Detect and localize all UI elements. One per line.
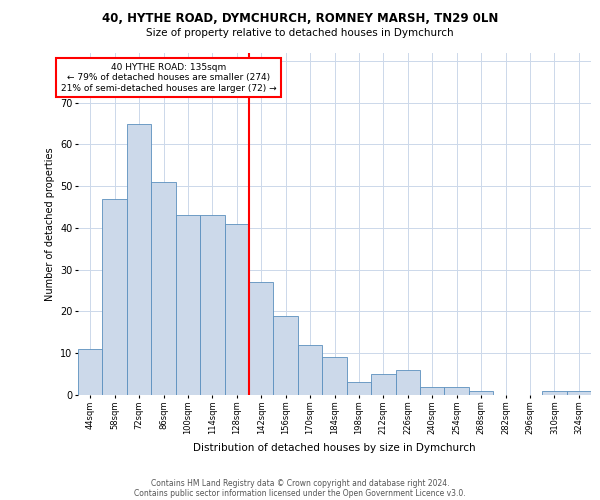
Bar [78,349,103,395]
Bar [224,224,249,395]
Text: 40, HYTHE ROAD, DYMCHURCH, ROMNEY MARSH, TN29 0LN: 40, HYTHE ROAD, DYMCHURCH, ROMNEY MARSH,… [102,12,498,26]
Bar [176,216,200,395]
Bar [249,282,274,395]
Text: Contains public sector information licensed under the Open Government Licence v3: Contains public sector information licen… [134,488,466,498]
Bar [127,124,151,395]
Bar [151,182,176,395]
Bar [371,374,395,395]
Text: Size of property relative to detached houses in Dymchurch: Size of property relative to detached ho… [146,28,454,38]
Text: 40 HYTHE ROAD: 135sqm
← 79% of detached houses are smaller (274)
21% of semi-det: 40 HYTHE ROAD: 135sqm ← 79% of detached … [61,63,276,92]
Text: Contains HM Land Registry data © Crown copyright and database right 2024.: Contains HM Land Registry data © Crown c… [151,478,449,488]
Bar [322,358,347,395]
Bar [200,216,224,395]
Bar [469,391,493,395]
Bar [347,382,371,395]
Bar [445,386,469,395]
Y-axis label: Number of detached properties: Number of detached properties [44,147,55,300]
Bar [103,198,127,395]
Bar [420,386,445,395]
Bar [298,345,322,395]
X-axis label: Distribution of detached houses by size in Dymchurch: Distribution of detached houses by size … [193,443,476,453]
Bar [274,316,298,395]
Bar [542,391,566,395]
Bar [566,391,591,395]
Bar [395,370,420,395]
